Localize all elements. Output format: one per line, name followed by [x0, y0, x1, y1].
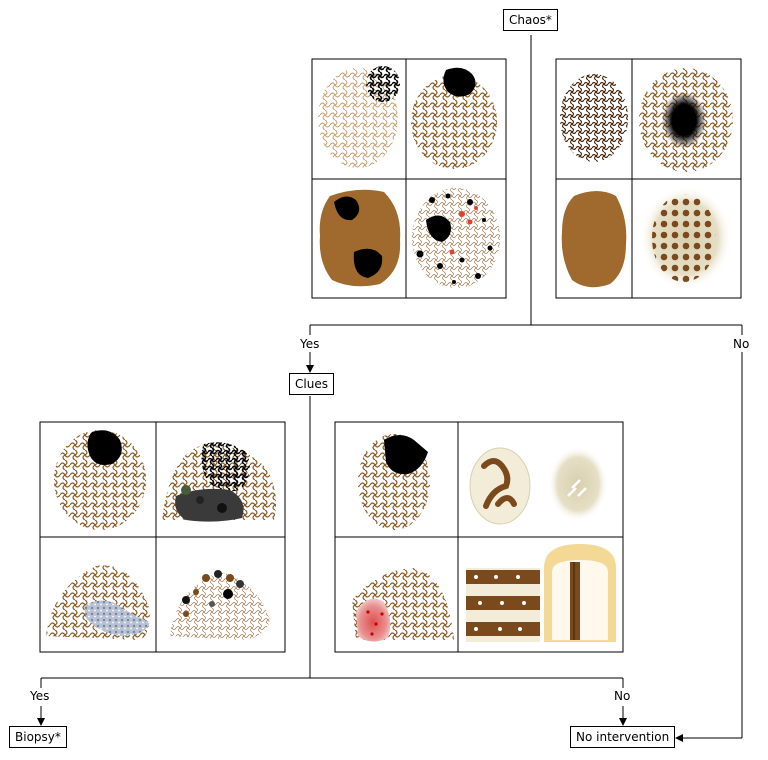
clue-black-network-and-gray-dots [162, 442, 276, 522]
chaos-no-label: No [733, 337, 750, 351]
clues-yes-label: Yes [30, 689, 50, 703]
pattern-dots-globules-red [412, 188, 500, 288]
clue-radial-lines-segmental [358, 434, 430, 530]
chaos-patterns-panel-right [555, 58, 742, 299]
biopsy-node: Biopsy* [9, 726, 67, 748]
clue-pseudopods-and-polarized [469, 446, 608, 525]
chaos-patterns-panel [311, 58, 507, 299]
pattern-reticular-central-black [639, 68, 733, 172]
clues-no-label: No [614, 689, 631, 703]
clue-eccentric-structureless-black [54, 430, 146, 530]
clue-peripheral-dots-globules [170, 570, 270, 640]
clue-parallel-ridge-pattern [466, 544, 616, 642]
connectors [37, 35, 743, 742]
chaos-yes-label: Yes [300, 337, 320, 351]
clue-vessels-red [352, 568, 454, 642]
clues-panel-right [334, 421, 624, 653]
clues-panel-left [39, 421, 286, 653]
pattern-dark-reticular [560, 74, 628, 162]
clues-node: Clues [289, 373, 334, 395]
pattern-structureless-brown-with-black [319, 189, 401, 287]
pattern-reticular-with-black-network [318, 66, 400, 168]
pattern-reticular-with-black-blotch [411, 67, 497, 169]
no-intervention-node: No intervention [570, 726, 676, 748]
chaos-node: Chaos* [503, 9, 558, 31]
pattern-brown-globules [640, 186, 732, 290]
clue-white-blue-structures [46, 565, 150, 640]
pattern-structureless-brown [561, 191, 627, 288]
